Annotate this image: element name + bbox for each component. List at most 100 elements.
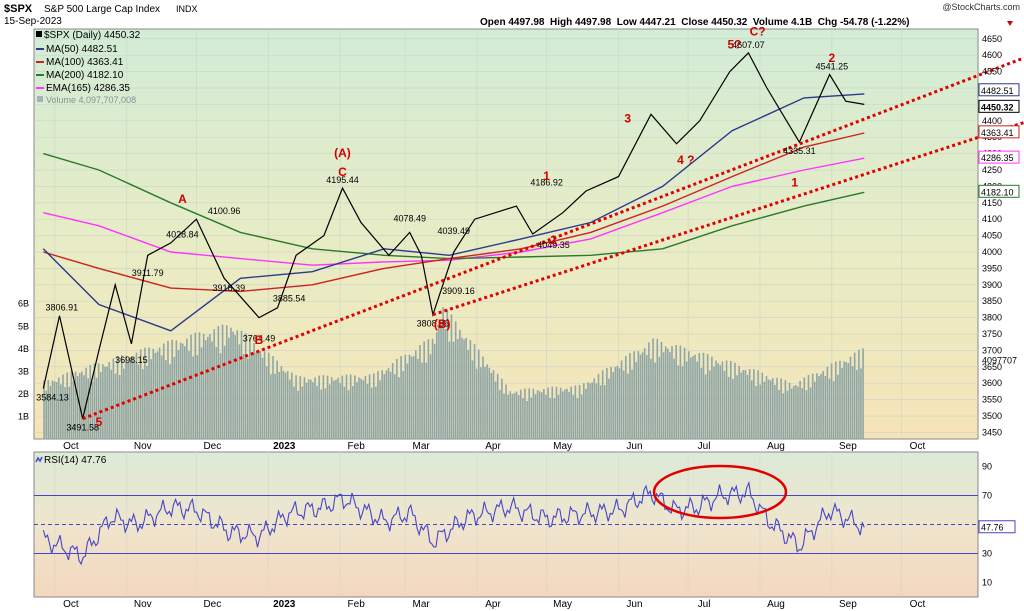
volume-bar: [637, 351, 640, 439]
volume-bar: [83, 375, 85, 439]
price-y-tick: 3650: [982, 362, 1002, 372]
volume-bar: [251, 354, 253, 439]
volume-bar: [753, 369, 755, 439]
volume-bar: [341, 375, 344, 439]
volume-bar: [282, 370, 285, 439]
volume-bar: [666, 348, 669, 439]
volume-bar: [837, 374, 839, 439]
volume-bar: [687, 351, 690, 439]
chart-name: S&P 500 Large Cap Index: [44, 4, 160, 15]
volume-bar: [435, 332, 438, 439]
volume-tick: 5B: [18, 321, 29, 331]
volume-bar: [106, 366, 108, 439]
volume-bar: [181, 343, 184, 439]
price-y-ticks: 4650460045504500445044004350430042504200…: [982, 34, 1002, 438]
volume-bar: [748, 369, 751, 439]
volume-bar: [591, 382, 593, 439]
volume-bar: [330, 377, 333, 439]
price-y-tick: 4050: [982, 231, 1002, 241]
volume-bar: [261, 357, 264, 439]
volume-bar: [97, 363, 100, 439]
legend-swatch-price: [36, 31, 42, 37]
volume-bar: [230, 327, 232, 439]
price-annotation: 4049.35: [537, 240, 570, 250]
wave-label: 5: [96, 415, 103, 429]
volume-bar: [580, 394, 583, 439]
legend-ma100: MA(100) 4363.41: [46, 57, 124, 68]
volume-bar: [599, 385, 602, 439]
volume-bar: [381, 370, 383, 439]
volume-bar: [673, 358, 675, 439]
volume-bar: [782, 393, 785, 439]
price-annotation: 4078.49: [393, 213, 426, 223]
price-annotation: 4541.25: [816, 62, 849, 72]
volume-bar: [326, 375, 329, 439]
right-label-close-box: [978, 99, 1020, 113]
rsi-x-tick-label: Apr: [485, 599, 501, 610]
volume-bar: [337, 377, 339, 439]
volume-bar: [740, 372, 743, 439]
volume-bar: [431, 338, 434, 439]
volume-bar: [110, 369, 113, 439]
price-annotation: 4028.84: [166, 230, 199, 240]
volume-bar: [286, 371, 289, 439]
volume-bar: [347, 390, 350, 439]
volume-bar: [826, 366, 829, 439]
volume-bar: [165, 360, 167, 439]
right-label-ma100: 4363.41: [981, 128, 1014, 138]
volume-bar: [765, 376, 768, 439]
right-label-volume: 4097707: [982, 356, 1017, 366]
right-label-ema165: 4286.35: [981, 153, 1014, 163]
volume-bar: [711, 356, 713, 439]
volume-bar: [217, 326, 220, 439]
volume-bar: [855, 369, 858, 439]
x-tick-label: Dec: [203, 441, 221, 452]
rsi-x-tick-label: May: [553, 599, 572, 610]
volume-bar: [60, 384, 62, 439]
volume-bar: [690, 357, 692, 439]
volume-bar: [778, 389, 780, 439]
volume-bar: [335, 379, 337, 439]
volume-bar: [99, 371, 102, 439]
volume-bar: [830, 363, 833, 439]
volume-bar: [738, 365, 740, 439]
volume-bar: [522, 397, 524, 439]
down-arrow-icon: [1007, 21, 1013, 26]
volume-bar: [186, 338, 188, 439]
price-y-tick: 4000: [982, 247, 1002, 257]
x-tick-label: May: [553, 441, 572, 452]
price-annotation: 3808.86: [417, 319, 450, 329]
volume-bar: [417, 358, 419, 439]
volume-bar: [442, 307, 444, 439]
volume-bar: [158, 347, 161, 439]
volume-bar: [450, 314, 453, 439]
volume-bar: [232, 331, 234, 439]
volume-bar: [847, 363, 850, 439]
volume-tick: 1B: [18, 411, 29, 421]
volume-bar: [192, 356, 194, 439]
volume-bar: [824, 375, 827, 439]
volume-bars: [43, 307, 864, 439]
volume-bar: [719, 365, 722, 439]
volume-bar: [91, 382, 94, 439]
volume-bar: [862, 348, 864, 439]
volume-bar: [284, 372, 287, 439]
volume-bar: [339, 382, 341, 439]
right-label-close: 4450.32: [981, 102, 1014, 112]
volume-bar: [114, 373, 117, 439]
volume-bar: [534, 394, 537, 439]
volume-bar: [761, 372, 764, 439]
volume-bar: [832, 381, 835, 439]
volume-bar: [505, 384, 507, 439]
volume-bar: [202, 333, 205, 439]
volume-bar: [784, 380, 787, 439]
volume-bar: [207, 336, 209, 439]
volume-bar: [528, 388, 530, 439]
volume-bar: [223, 345, 226, 439]
volume-bar: [662, 352, 665, 439]
volume-bar: [519, 389, 522, 439]
volume-bar: [112, 358, 115, 439]
volume-bar: [383, 373, 386, 439]
volume-bar: [692, 355, 694, 439]
volume-bar: [62, 374, 64, 439]
